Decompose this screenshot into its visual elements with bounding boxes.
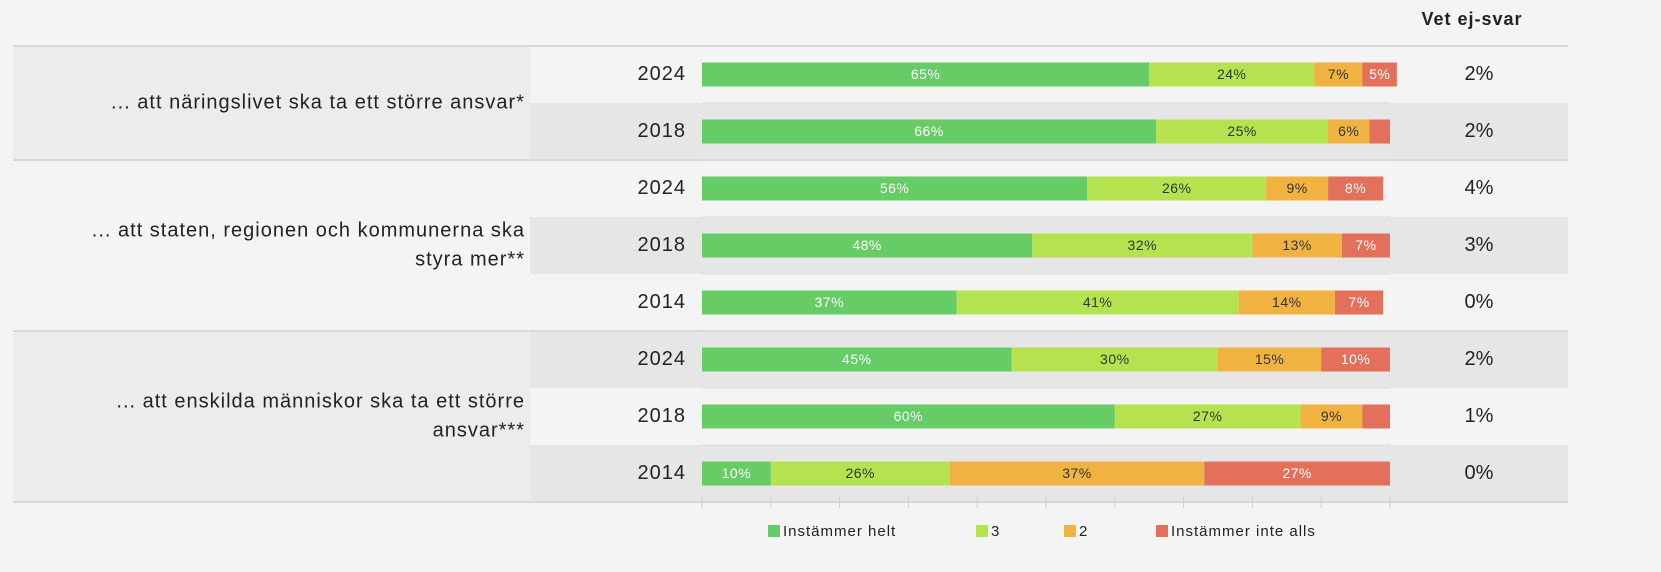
bar-segment xyxy=(702,62,1150,87)
group-label: ... att staten, regionen och kommunerna … xyxy=(92,219,525,241)
year-label: 2018 xyxy=(638,234,687,256)
group-band xyxy=(13,331,530,502)
bar-segment xyxy=(702,290,957,315)
value-label: 37% xyxy=(815,294,845,310)
legend-swatch xyxy=(976,525,988,537)
bar-segment xyxy=(702,233,1033,258)
legend-label: Instämmer inte alls xyxy=(1171,523,1316,540)
bar-segment xyxy=(1032,233,1253,258)
year-label: 2014 xyxy=(638,462,687,484)
year-label: 2024 xyxy=(638,63,687,85)
extra-value: 0% xyxy=(1465,462,1494,484)
value-label: 13% xyxy=(1282,237,1312,253)
extra-value: 1% xyxy=(1465,405,1494,427)
extra-value: 0% xyxy=(1465,291,1494,313)
bar-segment xyxy=(702,119,1157,144)
value-label: 66% xyxy=(914,123,944,139)
group-label: ... att enskilda människor ska ta ett st… xyxy=(116,390,525,412)
extra-value: 2% xyxy=(1465,120,1494,142)
bar-segment xyxy=(1341,233,1390,258)
value-label: 25% xyxy=(1227,123,1257,139)
value-label: 10% xyxy=(722,465,752,481)
bar-segment xyxy=(702,347,1012,372)
bar-segment xyxy=(949,461,1205,486)
year-label: 2024 xyxy=(638,177,687,199)
bar-segment xyxy=(1362,62,1397,87)
bar-segment xyxy=(1218,347,1322,372)
group-label: ansvar*** xyxy=(433,419,525,441)
value-label: 10% xyxy=(1341,351,1371,367)
bar-segment xyxy=(1156,119,1329,144)
value-label: 37% xyxy=(1062,465,1092,481)
bar-segment xyxy=(1300,404,1363,429)
value-label: 32% xyxy=(1128,237,1158,253)
bar-segment xyxy=(1328,176,1384,201)
value-label: 7% xyxy=(1355,237,1376,253)
bar-segment xyxy=(702,404,1115,429)
bar-segment xyxy=(1266,176,1329,201)
legend-label: Instämmer helt xyxy=(783,523,896,540)
bar-segment xyxy=(1204,461,1390,486)
bar-segment xyxy=(702,461,771,486)
value-label: 6% xyxy=(1338,123,1359,139)
value-label: 14% xyxy=(1272,294,1302,310)
group-band xyxy=(13,46,530,160)
value-label: 26% xyxy=(1162,180,1192,196)
bar-segment xyxy=(1011,347,1218,372)
year-label: 2018 xyxy=(638,120,687,142)
value-label: 48% xyxy=(852,237,882,253)
bar-segment xyxy=(1321,347,1390,372)
bar-segment xyxy=(770,461,950,486)
bar-segment xyxy=(1149,62,1315,87)
legend-swatch xyxy=(1156,525,1168,537)
value-label: 24% xyxy=(1217,66,1247,82)
group-label: ... att näringslivet ska ta ett större a… xyxy=(111,91,525,113)
value-label: 9% xyxy=(1287,180,1308,196)
bar-segment xyxy=(1114,404,1301,429)
value-label: 15% xyxy=(1255,351,1285,367)
bar-segment xyxy=(1369,119,1390,144)
value-label: 30% xyxy=(1100,351,1130,367)
extra-value: 4% xyxy=(1465,177,1494,199)
column-header: Vet ej-svar xyxy=(1421,9,1522,29)
year-label: 2024 xyxy=(638,348,687,370)
bar-segment xyxy=(1238,290,1335,315)
bar-segment xyxy=(1362,404,1390,429)
bar-segment xyxy=(956,290,1239,315)
year-label: 2014 xyxy=(638,291,687,313)
extra-value: 2% xyxy=(1465,63,1494,85)
bar-segment xyxy=(702,176,1088,201)
value-label: 9% xyxy=(1321,408,1342,424)
value-label: 26% xyxy=(845,465,875,481)
bar-segment xyxy=(1252,233,1342,258)
bar-segment xyxy=(1328,119,1370,144)
value-label: 45% xyxy=(842,351,872,367)
year-label: 2018 xyxy=(638,405,687,427)
value-label: 5% xyxy=(1369,66,1390,82)
legend-swatch xyxy=(768,525,780,537)
value-label: 7% xyxy=(1348,294,1369,310)
value-label: 8% xyxy=(1345,180,1366,196)
value-label: 65% xyxy=(911,66,941,82)
value-label: 27% xyxy=(1193,408,1223,424)
legend-label: 3 xyxy=(991,523,1000,540)
extra-value: 2% xyxy=(1465,348,1494,370)
value-label: 60% xyxy=(894,408,924,424)
legend-swatch xyxy=(1064,525,1076,537)
extra-value: 3% xyxy=(1465,234,1494,256)
value-label: 7% xyxy=(1328,66,1349,82)
value-label: 41% xyxy=(1083,294,1113,310)
value-label: 27% xyxy=(1282,465,1312,481)
legend-label: 2 xyxy=(1079,523,1088,540)
bar-segment xyxy=(1314,62,1363,87)
group-label: styra mer** xyxy=(415,248,525,270)
bar-segment xyxy=(1087,176,1267,201)
bar-segment xyxy=(1334,290,1384,315)
value-label: 56% xyxy=(880,180,910,196)
